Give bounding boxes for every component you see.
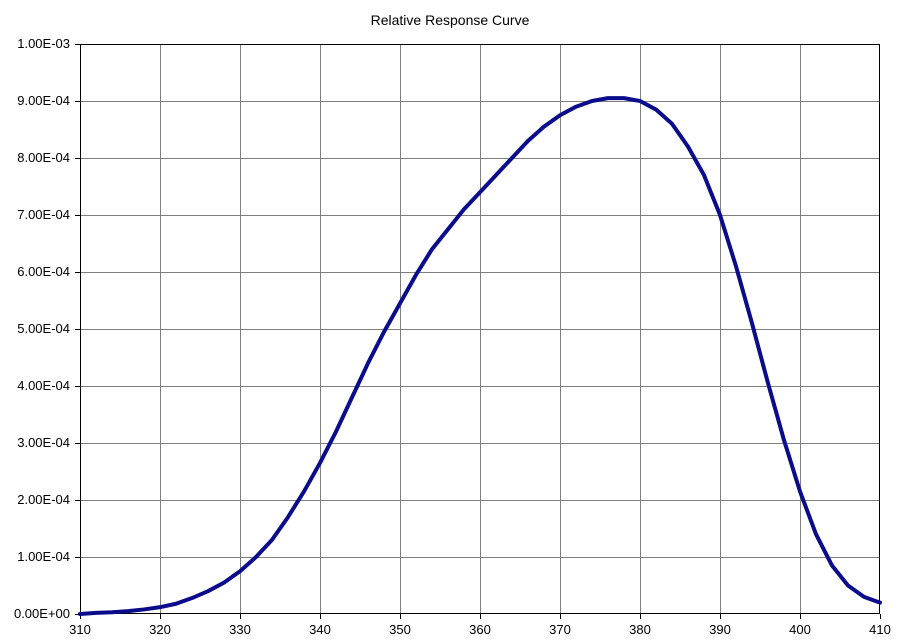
- x-tick: [800, 614, 801, 619]
- y-tick-label: 6.00E-04: [0, 264, 70, 279]
- chart-container: { "chart": { "type": "line", "title": "R…: [0, 0, 900, 644]
- y-tick-label: 4.00E-04: [0, 378, 70, 393]
- x-tick-label: 410: [850, 622, 900, 637]
- x-tick-label: 380: [610, 622, 670, 637]
- x-tick: [560, 614, 561, 619]
- y-tick-label: 5.00E-04: [0, 321, 70, 336]
- x-tick-label: 330: [210, 622, 270, 637]
- x-tick-label: 310: [50, 622, 110, 637]
- x-tick: [880, 614, 881, 619]
- x-tick-label: 340: [290, 622, 350, 637]
- y-tick-label: 0.00E+00: [0, 606, 70, 621]
- y-tick-label: 1.00E-03: [0, 36, 70, 51]
- plot-area: 3103203303403503603703803904004100.00E+0…: [80, 44, 880, 614]
- y-tick-label: 1.00E-04: [0, 549, 70, 564]
- x-tick: [320, 614, 321, 619]
- x-tick-label: 370: [530, 622, 590, 637]
- y-tick-label: 7.00E-04: [0, 207, 70, 222]
- x-tick-label: 350: [370, 622, 430, 637]
- chart-title: Relative Response Curve: [0, 12, 900, 28]
- x-tick: [720, 614, 721, 619]
- x-tick: [160, 614, 161, 619]
- x-tick: [480, 614, 481, 619]
- x-tick: [640, 614, 641, 619]
- y-tick-label: 9.00E-04: [0, 93, 70, 108]
- y-tick-label: 8.00E-04: [0, 150, 70, 165]
- x-tick: [240, 614, 241, 619]
- x-tick: [400, 614, 401, 619]
- x-tick-label: 390: [690, 622, 750, 637]
- y-tick-label: 2.00E-04: [0, 492, 70, 507]
- x-tick-label: 320: [130, 622, 190, 637]
- x-tick-label: 400: [770, 622, 830, 637]
- x-tick-label: 360: [450, 622, 510, 637]
- response-curve: [80, 44, 880, 614]
- y-tick-label: 3.00E-04: [0, 435, 70, 450]
